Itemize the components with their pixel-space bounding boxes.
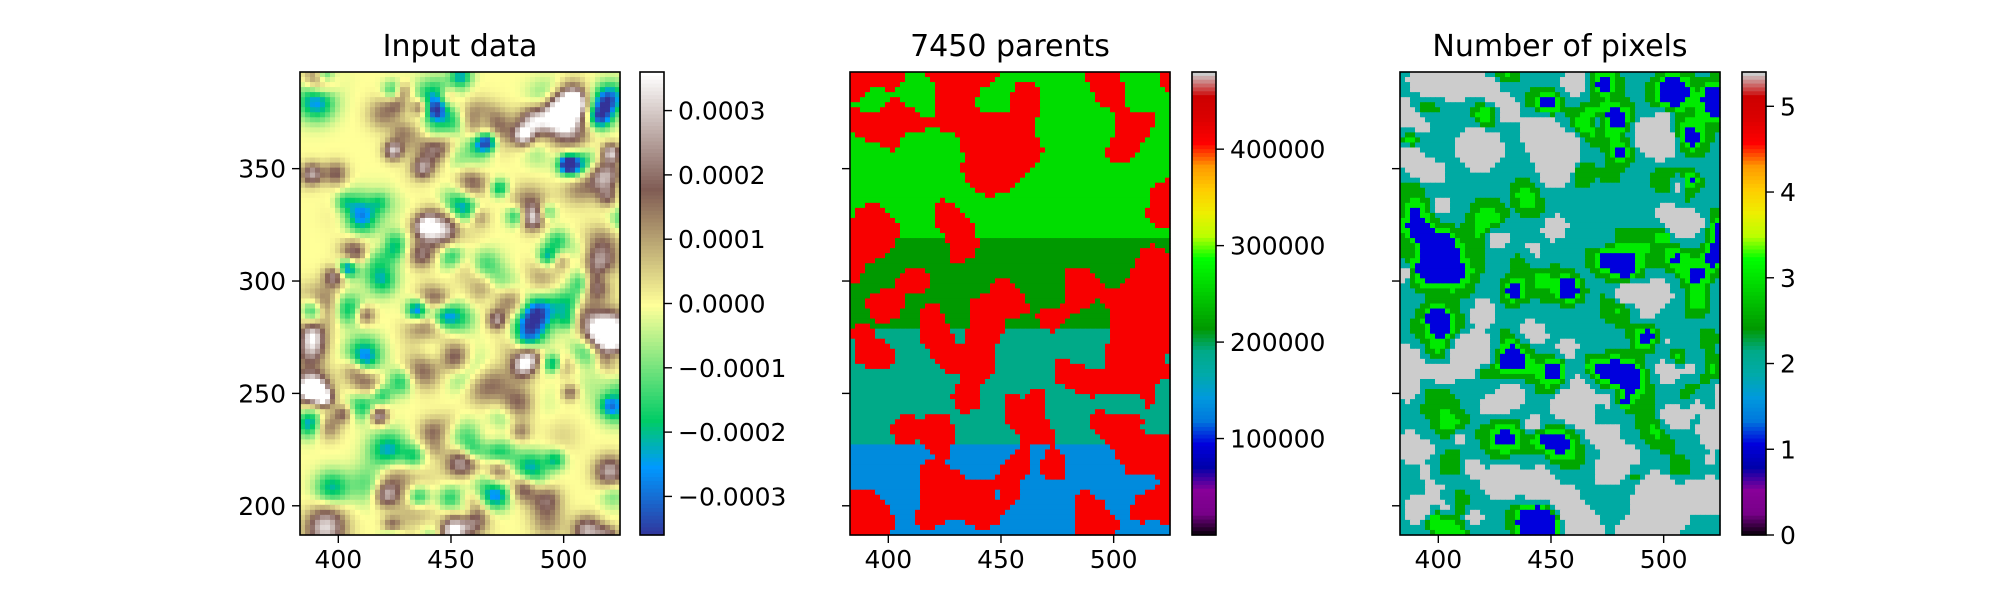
x-tick-label: 450: [1527, 545, 1575, 574]
x-tick-label: 400: [1414, 545, 1462, 574]
heatmap-image: [300, 72, 621, 536]
axes-frame: [849, 71, 1171, 536]
y-tick-label: 350: [238, 155, 286, 184]
colorbar-tick-label: 400000: [1230, 135, 1325, 164]
colorbar: −0.0003 −0.0002 −0.0001 0.0000 0.0001 0.0002 0…: [639, 71, 786, 536]
axes-frame: [1399, 71, 1721, 536]
panel-title: 7450 parents: [910, 29, 1110, 64]
panel-3: Number of pixels 400 450 500 0 1 2 3 4 5: [1392, 29, 1796, 574]
colorbar-tick-label: 1: [1780, 435, 1796, 464]
heatmap-image: [850, 72, 1171, 536]
colorbar-tick-label: 0: [1780, 521, 1796, 550]
y-tick-label: 300: [238, 267, 286, 296]
colorbar-tick-label: 0.0000: [678, 290, 765, 319]
x-tick-label: 400: [864, 545, 912, 574]
colorbar-tick-label: −0.0001: [678, 354, 786, 383]
colorbar: 100000 200000 300000 400000: [1191, 71, 1325, 536]
panel-title: Input data: [383, 29, 538, 64]
colorbar-frame: [1741, 71, 1767, 536]
colorbar-tick-label: 0.0003: [678, 97, 765, 126]
colorbar-tick-label: 2: [1780, 350, 1796, 379]
colorbar-frame: [1191, 71, 1217, 536]
y-tick-label: 200: [238, 492, 286, 521]
colorbar-tick-label: 5: [1780, 92, 1796, 121]
colorbar-tick-label: 100000: [1230, 425, 1325, 454]
colorbar-tick-label: 200000: [1230, 328, 1325, 357]
y-tick-label: 250: [238, 379, 286, 408]
heatmap-image: [1400, 72, 1721, 536]
colorbar-tick-label: 4: [1780, 178, 1796, 207]
panel-2: 7450 parents 400 450 500 100000 200000 300000 4…: [842, 29, 1325, 574]
colorbar-tick-label: 0.0001: [678, 225, 765, 254]
x-tick-label: 500: [540, 545, 588, 574]
colorbar-tick-label: 300000: [1230, 232, 1325, 261]
colorbar-tick-label: 3: [1780, 264, 1796, 293]
x-tick-label: 500: [1640, 545, 1688, 574]
x-tick-label: 400: [314, 545, 362, 574]
x-tick-label: 500: [1090, 545, 1138, 574]
colorbar: 0 1 2 3 4 5: [1741, 71, 1796, 550]
colorbar-tick-label: −0.0003: [678, 482, 786, 511]
colorbar-tick-label: 0.0002: [678, 161, 765, 190]
axes-frame: [299, 71, 621, 536]
x-tick-label: 450: [977, 545, 1025, 574]
colorbar-tick-label: −0.0002: [678, 418, 786, 447]
panel-title: Number of pixels: [1432, 29, 1687, 64]
x-tick-label: 450: [427, 545, 475, 574]
